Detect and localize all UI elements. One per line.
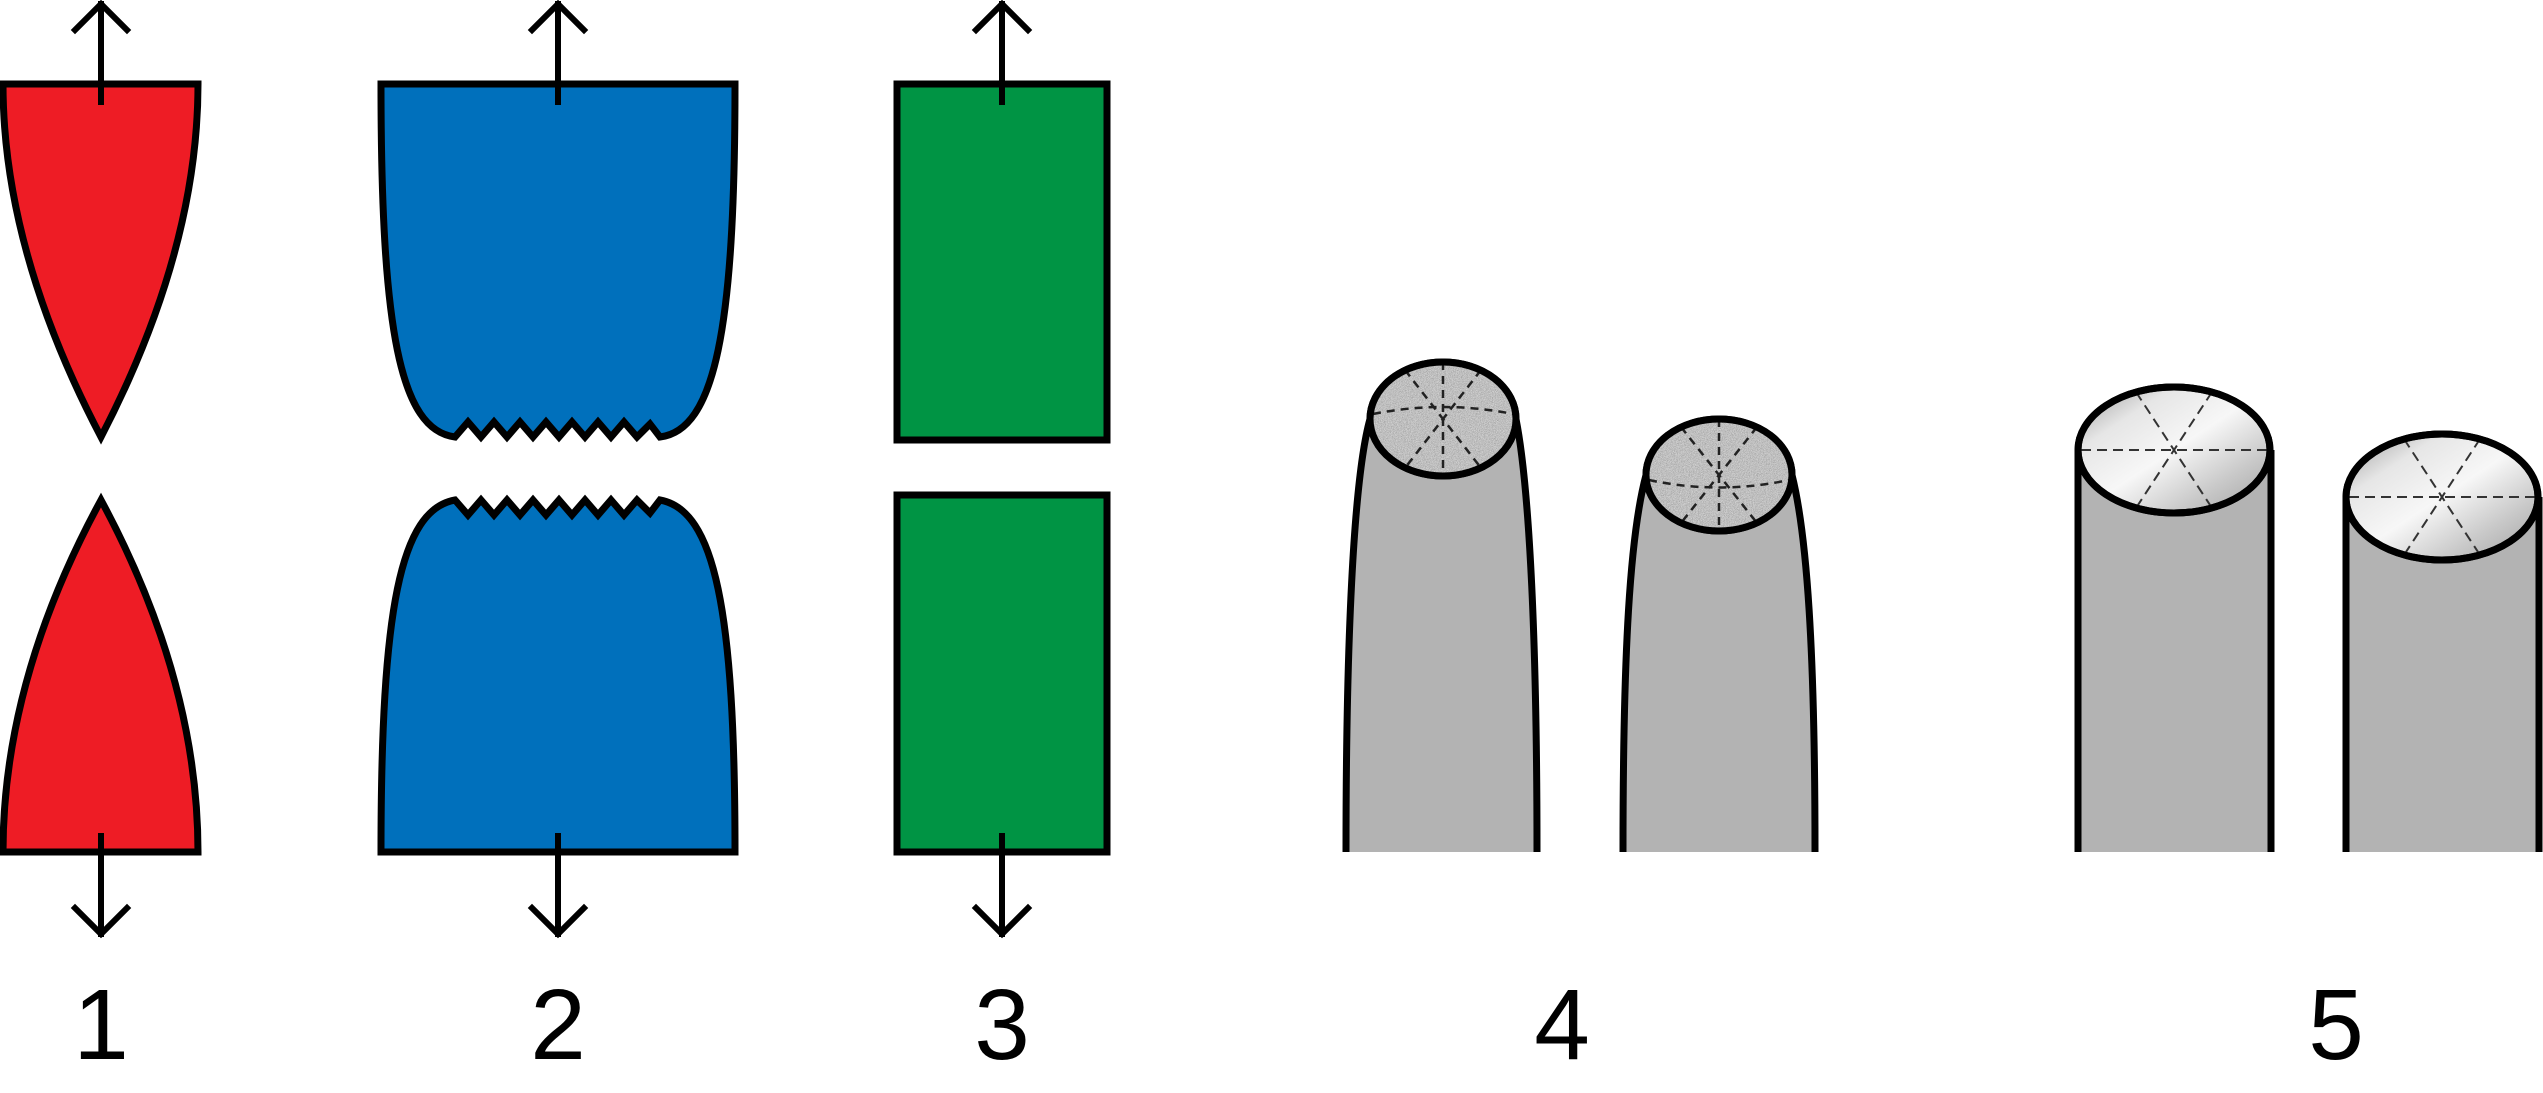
panel-label-4: 4 [1534, 969, 1590, 1081]
specimen-5-right-piece [2342, 430, 2543, 852]
load-arrows [70, 0, 1033, 939]
arrow-down-icon [971, 833, 1033, 939]
specimen-1 [0, 80, 202, 856]
specimen-2-lower-half [377, 494, 739, 856]
specimen-1-upper-half [0, 80, 202, 445]
specimen-3 [893, 80, 1111, 856]
specimen-4-left-piece [1342, 358, 1541, 853]
specimen-3-lower-half [893, 491, 1111, 856]
arrow-up-icon [527, 0, 589, 105]
arrow-down-icon [527, 833, 589, 939]
arrow-down-icon [70, 833, 132, 939]
specimen-5-left-piece [2074, 383, 2275, 852]
panel-label-3: 3 [974, 969, 1030, 1081]
arrow-up-icon [971, 0, 1033, 105]
arrow-up-icon [70, 0, 132, 105]
panel-label-5: 5 [2308, 969, 2364, 1081]
specimen-4-right-piece [1619, 415, 1819, 853]
specimen-1-lower-half [0, 492, 202, 856]
panel-label-1: 1 [73, 969, 129, 1081]
specimen-4 [1342, 358, 1819, 853]
specimen-3-upper-half [893, 80, 1111, 444]
specimen-2-upper-half [377, 80, 739, 443]
panel-label-2: 2 [530, 969, 586, 1081]
specimen-2 [377, 80, 739, 856]
specimen-5 [2074, 383, 2543, 852]
